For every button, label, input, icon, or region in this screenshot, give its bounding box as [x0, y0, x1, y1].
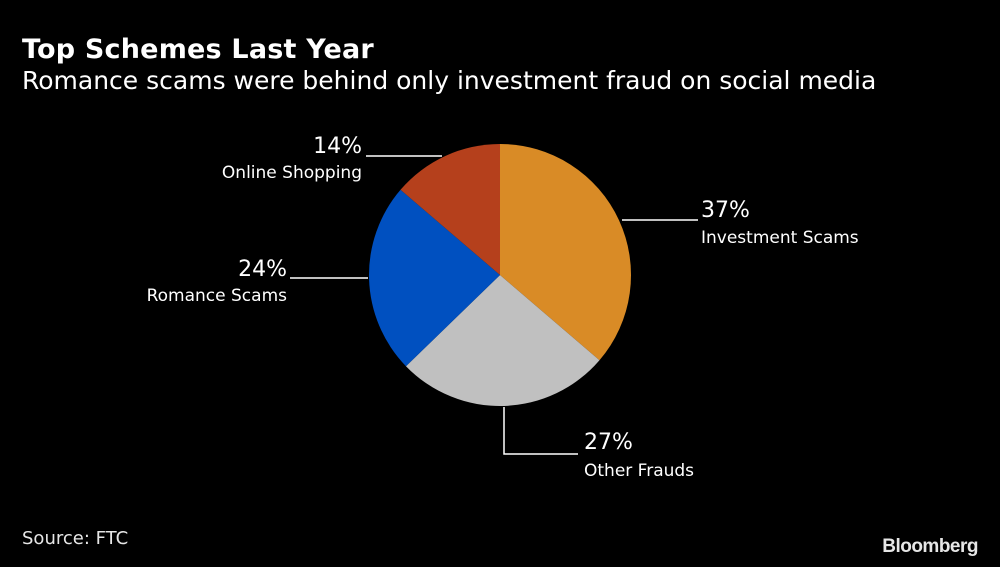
chart-title: Top Schemes Last Year	[22, 34, 374, 65]
label-name-investment: Investment Scams	[701, 228, 859, 248]
label-pct-romance: 24%	[238, 257, 287, 282]
leader-line-other	[503, 407, 578, 455]
label-pct-other: 27%	[584, 430, 633, 455]
bloomberg-logo: Bloomberg	[882, 536, 978, 557]
chart-subtitle: Romance scams were behind only investmen…	[22, 66, 877, 95]
label-name-online: Online Shopping	[222, 163, 362, 183]
label-name-romance: Romance Scams	[147, 286, 288, 306]
pie-slices	[369, 144, 632, 406]
label-pct-investment: 37%	[701, 198, 750, 223]
pie-slice-investment-scams	[500, 144, 632, 361]
source-note: Source: FTC	[22, 528, 129, 549]
label-name-other: Other Frauds	[584, 461, 694, 481]
pie-slice-other-frauds	[405, 275, 600, 406]
pie-slice-online-shopping	[400, 144, 500, 275]
pie-slice-romance-scams	[369, 189, 500, 367]
label-pct-online: 14%	[313, 134, 362, 159]
